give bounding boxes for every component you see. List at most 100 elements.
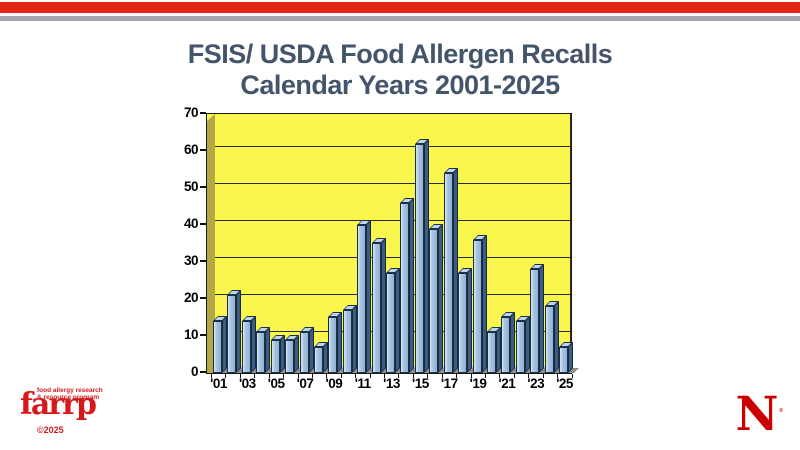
bar-side-face (495, 327, 501, 373)
bar-2009 (328, 312, 343, 373)
bar-front-face (213, 321, 222, 373)
x-tick-8 (326, 373, 328, 378)
x-label-19: '19 (469, 376, 487, 391)
bar-side-face (337, 312, 343, 373)
x-tick-23 (542, 373, 544, 378)
bar-front-face (515, 321, 525, 373)
gridline-40 (215, 220, 571, 221)
bar-2024 (544, 301, 559, 373)
bar-2020 (486, 327, 501, 373)
bar-2017 (443, 168, 458, 373)
x-tick-13 (398, 373, 400, 378)
x-tick-9 (340, 373, 342, 378)
bar-2003 (241, 316, 256, 373)
gridline-60 (215, 146, 571, 147)
bar-side-face (351, 305, 357, 373)
x-tick-12 (384, 373, 386, 378)
x-label-13: '13 (383, 376, 400, 391)
bar-2016 (429, 224, 444, 373)
bar-front-face (486, 332, 496, 373)
bar-side-face (279, 335, 285, 373)
bar-side-face (568, 342, 574, 373)
x-tick-19 (484, 373, 486, 378)
y-label-30: 30 (183, 253, 199, 268)
chart-left-wall (207, 114, 215, 373)
bar-2007 (299, 327, 314, 373)
bar-front-face (241, 321, 251, 373)
bar-2019 (472, 235, 487, 373)
bar-2015 (414, 139, 429, 373)
x-label-11: '11 (354, 376, 371, 391)
x-tick-24 (557, 373, 559, 378)
farrp-wordmark: farrp (20, 387, 97, 422)
x-label-07: '07 (296, 376, 314, 391)
x-tick-17 (456, 373, 458, 378)
x-tick-18 (470, 373, 472, 378)
x-label-17: '17 (440, 376, 458, 391)
y-label-60: 60 (183, 142, 199, 157)
x-tick-20 (499, 373, 501, 378)
bar-front-face (386, 273, 396, 373)
bar-front-face (285, 340, 295, 373)
bar-front-face (530, 269, 540, 373)
x-tick-15 (427, 373, 429, 378)
bar-side-face (322, 342, 328, 373)
bar-front-face (256, 332, 266, 373)
bar-side-face (250, 316, 256, 373)
x-label-25: '25 (556, 376, 573, 391)
x-tick-10 (355, 373, 357, 378)
bar-side-face (539, 264, 545, 373)
bar-front-face (270, 340, 280, 373)
bar-front-face (559, 347, 569, 373)
bar-front-face (328, 317, 338, 373)
x-tick-2 (239, 373, 241, 378)
slide-title-line2: Calendar Years 2001-2025 (240, 70, 560, 100)
bar-side-face (380, 238, 386, 373)
x-label-05: '05 (267, 376, 285, 391)
farrp-copyright: ©2025 (37, 425, 64, 435)
x-label-09: '09 (325, 376, 343, 391)
bar-front-face (400, 203, 410, 373)
top-banner-red (0, 2, 800, 13)
registered-mark: ® (779, 408, 783, 414)
bar-side-face (553, 301, 559, 373)
gridline-50 (215, 183, 571, 184)
gridline-30 (215, 257, 571, 258)
bar-2001 (213, 316, 227, 373)
x-label-01: '01 (210, 376, 227, 391)
nebraska-n-logo: N ® (733, 387, 783, 443)
bar-2004 (256, 327, 271, 373)
bar-side-face (294, 335, 300, 373)
y-tick-20 (200, 297, 206, 299)
x-tick-16 (441, 373, 443, 378)
bar-2018 (458, 268, 473, 373)
farrp-tagline-line2: & resource program (37, 394, 100, 401)
y-label-0: 0 (190, 364, 199, 379)
top-banner-gray-divider (0, 16, 800, 21)
nebraska-n-letter: N (735, 387, 779, 442)
x-tick-0 (211, 373, 212, 378)
bar-side-face (524, 316, 530, 373)
bar-2005 (270, 335, 285, 373)
bar-front-face (299, 332, 309, 373)
x-tick-11 (369, 373, 371, 378)
x-tick-1 (225, 373, 227, 378)
bar-front-face (371, 243, 381, 373)
plot-area (206, 113, 580, 374)
bar-front-face (429, 229, 439, 373)
bar-side-face (222, 316, 227, 373)
bar-front-face (414, 144, 424, 373)
bar-side-face (452, 168, 458, 373)
farrp-logo: food allergy research & resource program… (20, 386, 130, 442)
bar-2021 (501, 312, 516, 373)
x-tick-21 (513, 373, 515, 378)
bar-side-face (409, 198, 415, 373)
bar-side-face (438, 224, 444, 373)
bar-2006 (285, 335, 300, 373)
bar-front-face (544, 306, 554, 373)
bar-side-face (467, 268, 473, 373)
y-tick-50 (200, 186, 206, 188)
slide-title: FSIS/ USDA Food Allergen Recalls Calenda… (0, 39, 800, 101)
bar-side-face (395, 268, 401, 373)
